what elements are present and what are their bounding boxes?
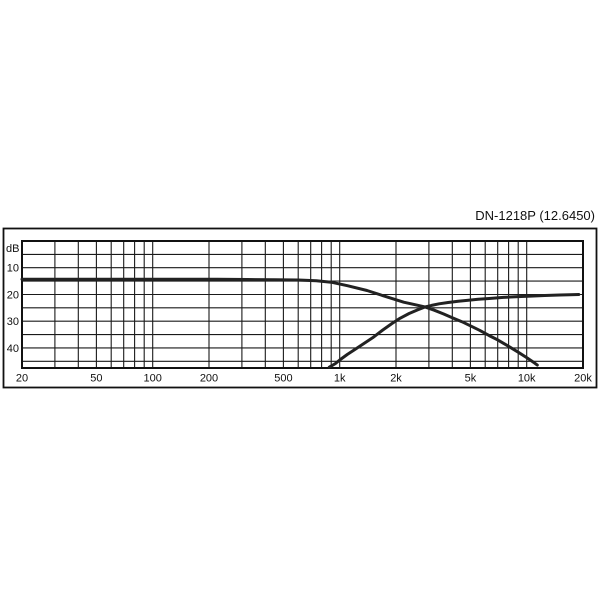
x-tick-label: 2k: [390, 373, 402, 385]
chart-title: DN-1218P (12.6450): [475, 208, 595, 223]
x-tick-label: 50: [90, 373, 102, 385]
plot-frame: [21, 240, 584, 369]
lowpass-curve: [20, 277, 539, 367]
x-tick-label: 500: [274, 373, 292, 385]
y-tick-label: 20: [7, 290, 19, 302]
y-axis-unit-label: dB: [6, 243, 19, 255]
y-tick-label: 40: [7, 343, 19, 355]
x-tick-label: 1k: [334, 373, 346, 385]
x-tick-label: 20k: [574, 373, 592, 385]
chart-generated-layer: 20 50 100 200 500 1k 2k 5k 10k 20k 10 20 30 40: [2, 227, 598, 389]
y-tick-label: 10: [7, 263, 19, 275]
y-tick-label: 30: [7, 316, 19, 328]
highpass-curve: [327, 293, 581, 369]
x-tick-label: 5k: [465, 373, 477, 385]
x-tick-label: 100: [144, 373, 162, 385]
x-tick-label: 20: [16, 373, 28, 385]
x-tick-label: 10k: [518, 373, 536, 385]
x-tick-label: 200: [200, 373, 218, 385]
